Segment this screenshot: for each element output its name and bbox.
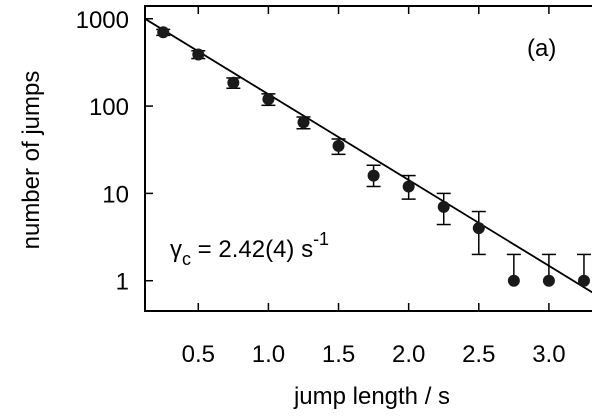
x-axis-ticks: 0.5 1.0 1.5 2.0 2.5 3.0 (182, 6, 566, 368)
x-axis-label: jump length / s (293, 383, 450, 410)
fit-annotation: γc = 2.42(4) s-1 (170, 229, 329, 269)
y-tick-label: 10 (102, 181, 129, 208)
data-point (157, 26, 170, 39)
data-point (402, 180, 415, 193)
y-axis-label: number of jumps (18, 71, 45, 250)
data-point (472, 222, 485, 235)
data-point (437, 200, 450, 213)
data-point (227, 76, 240, 89)
y-tick-label: 1000 (76, 7, 129, 34)
data-point (297, 116, 310, 129)
data-point (192, 48, 205, 61)
data-point (262, 93, 275, 106)
x-tick-label: 1.5 (322, 341, 355, 368)
data-point (507, 274, 520, 287)
annotation-symbol: γ (170, 236, 182, 263)
y-axis-ticks: 1 10 100 1000 (76, 7, 153, 296)
y-tick-label: 100 (89, 94, 129, 121)
annotation-subscript: c (182, 249, 191, 269)
plot-area-frame (144, 5, 592, 312)
panel-label: (a) (527, 35, 556, 62)
x-tick-label: 2.5 (462, 341, 495, 368)
data-point (542, 274, 555, 287)
data-point (577, 274, 590, 287)
data-point (332, 139, 345, 152)
data-point (367, 169, 380, 182)
x-tick-label: 0.5 (182, 341, 215, 368)
fit-line (145, 17, 592, 294)
data-points (157, 26, 590, 287)
annotation-superscript: -1 (313, 229, 329, 249)
x-tick-label: 3.0 (532, 341, 565, 368)
x-tick-label: 2.0 (392, 341, 425, 368)
fit-line-layer (145, 17, 592, 294)
annotation-value: = 2.42(4) s (191, 236, 313, 263)
x-tick-label: 1.0 (252, 341, 285, 368)
y-tick-label: 1 (116, 269, 129, 296)
